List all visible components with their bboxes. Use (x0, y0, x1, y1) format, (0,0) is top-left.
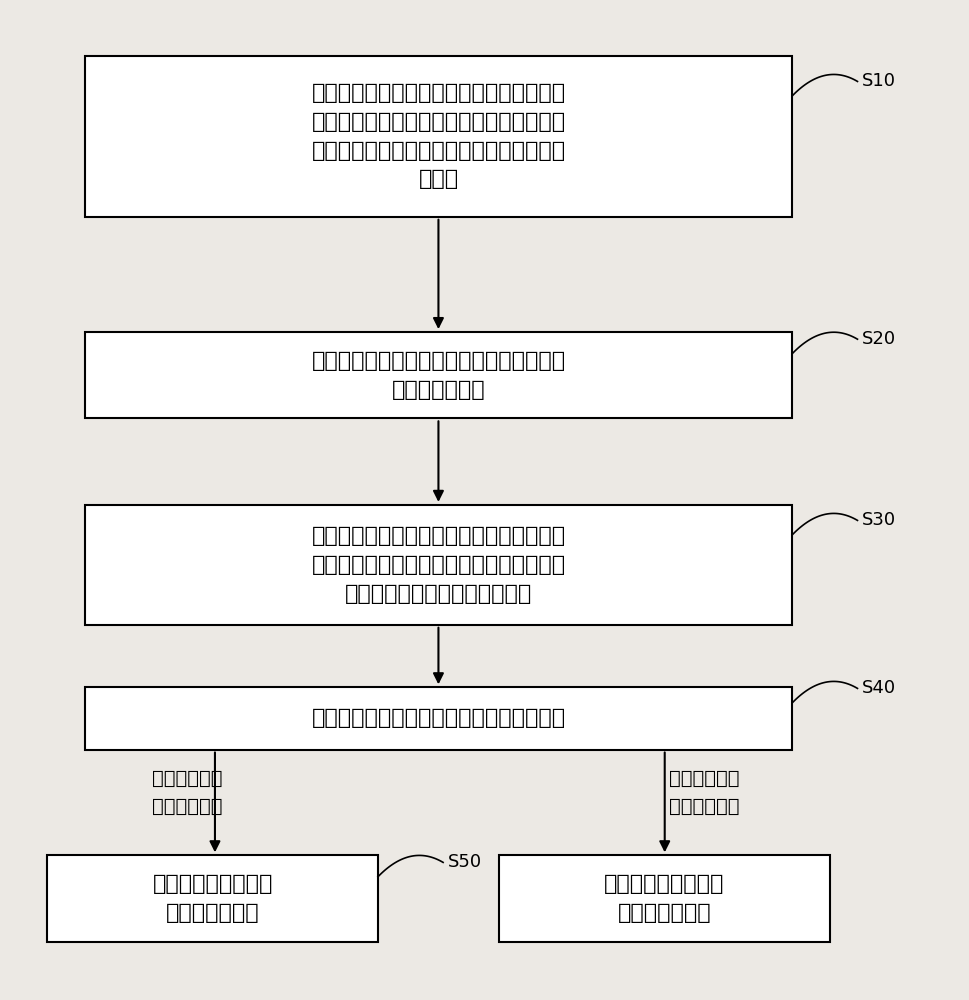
Text: 减小所述室内机的电
子膨胀阀的开度: 减小所述室内机的电 子膨胀阀的开度 (604, 874, 724, 923)
Text: S50: S50 (448, 853, 482, 871)
Text: 当所述空调系统有多个室内机处于制热模式
运行时，每隔预设时间间隔，获取处于制热
模式运行的所述室内机的换热器入口处的冷
媒温度: 当所述空调系统有多个室内机处于制热模式 运行时，每隔预设时间间隔，获取处于制热 … (311, 83, 565, 189)
Text: S40: S40 (861, 679, 895, 697)
Text: S30: S30 (861, 511, 895, 529)
FancyBboxPatch shape (84, 687, 792, 750)
Text: 若冷媒温度小
于平均温度值: 若冷媒温度小 于平均温度值 (668, 769, 738, 816)
Text: 判断所述冷媒温度是否大于所述平均温度值: 判断所述冷媒温度是否大于所述平均温度值 (311, 708, 565, 728)
FancyBboxPatch shape (84, 505, 792, 625)
Text: 计算获取到的多个所述室内机的所述冷媒温
度的平均温度值: 计算获取到的多个所述室内机的所述冷媒温 度的平均温度值 (311, 351, 565, 400)
Text: S10: S10 (861, 72, 895, 90)
FancyBboxPatch shape (84, 56, 792, 217)
FancyBboxPatch shape (47, 855, 378, 942)
Text: 当有所述室内机的所述冷媒温度与所述平均
温度值之间的差值大于预设温度差时，判定
所述室内机当前的冷媒分流不均: 当有所述室内机的所述冷媒温度与所述平均 温度值之间的差值大于预设温度差时，判定 … (311, 526, 565, 604)
Text: S20: S20 (861, 330, 895, 348)
Text: 减小所述室内机的电
子膨胀阀的开度: 减小所述室内机的电 子膨胀阀的开度 (152, 874, 272, 923)
FancyBboxPatch shape (498, 855, 828, 942)
FancyBboxPatch shape (84, 332, 792, 418)
Text: 若冷媒温度大
于平均温度值: 若冷媒温度大 于平均温度值 (151, 769, 222, 816)
